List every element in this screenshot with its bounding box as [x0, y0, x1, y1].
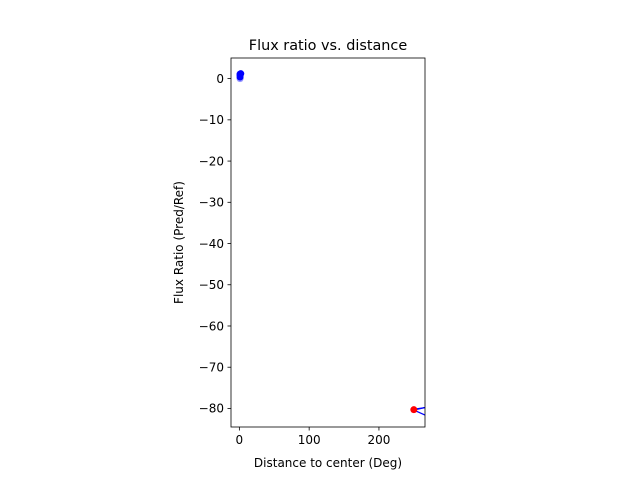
x-axis-label: Distance to center (Deg)	[254, 456, 402, 470]
data-point-1-0	[410, 406, 418, 414]
y-tick-label-6: −60	[199, 319, 224, 333]
y-axis: 0 −10 −20 −30 −40 −50 −60 −70 −80	[199, 72, 231, 416]
x-tick-label-0: 0	[236, 433, 244, 447]
x-tick-label-1: 100	[298, 433, 321, 447]
plot-data	[236, 70, 425, 416]
y-tick-label-0: 0	[216, 72, 224, 86]
y-tick-label-3: −30	[199, 196, 224, 210]
y-tick-label-1: −10	[199, 113, 224, 127]
y-tick-label-4: −40	[199, 237, 224, 251]
data-point-0-4	[237, 70, 245, 78]
y-axis-label: Flux Ratio (Pred/Ref)	[172, 181, 186, 304]
y-tick-label-8: −80	[199, 402, 224, 416]
x-tick-label-2: 200	[367, 433, 390, 447]
x-axis: 0 100 200	[236, 427, 390, 447]
plot-frame	[230, 57, 426, 428]
y-tick-label-2: −20	[199, 154, 224, 168]
y-tick-label-5: −50	[199, 278, 224, 292]
series-line	[411, 407, 425, 416]
y-tick-label-7: −70	[199, 361, 224, 375]
chart-title: Flux ratio vs. distance	[249, 38, 408, 54]
